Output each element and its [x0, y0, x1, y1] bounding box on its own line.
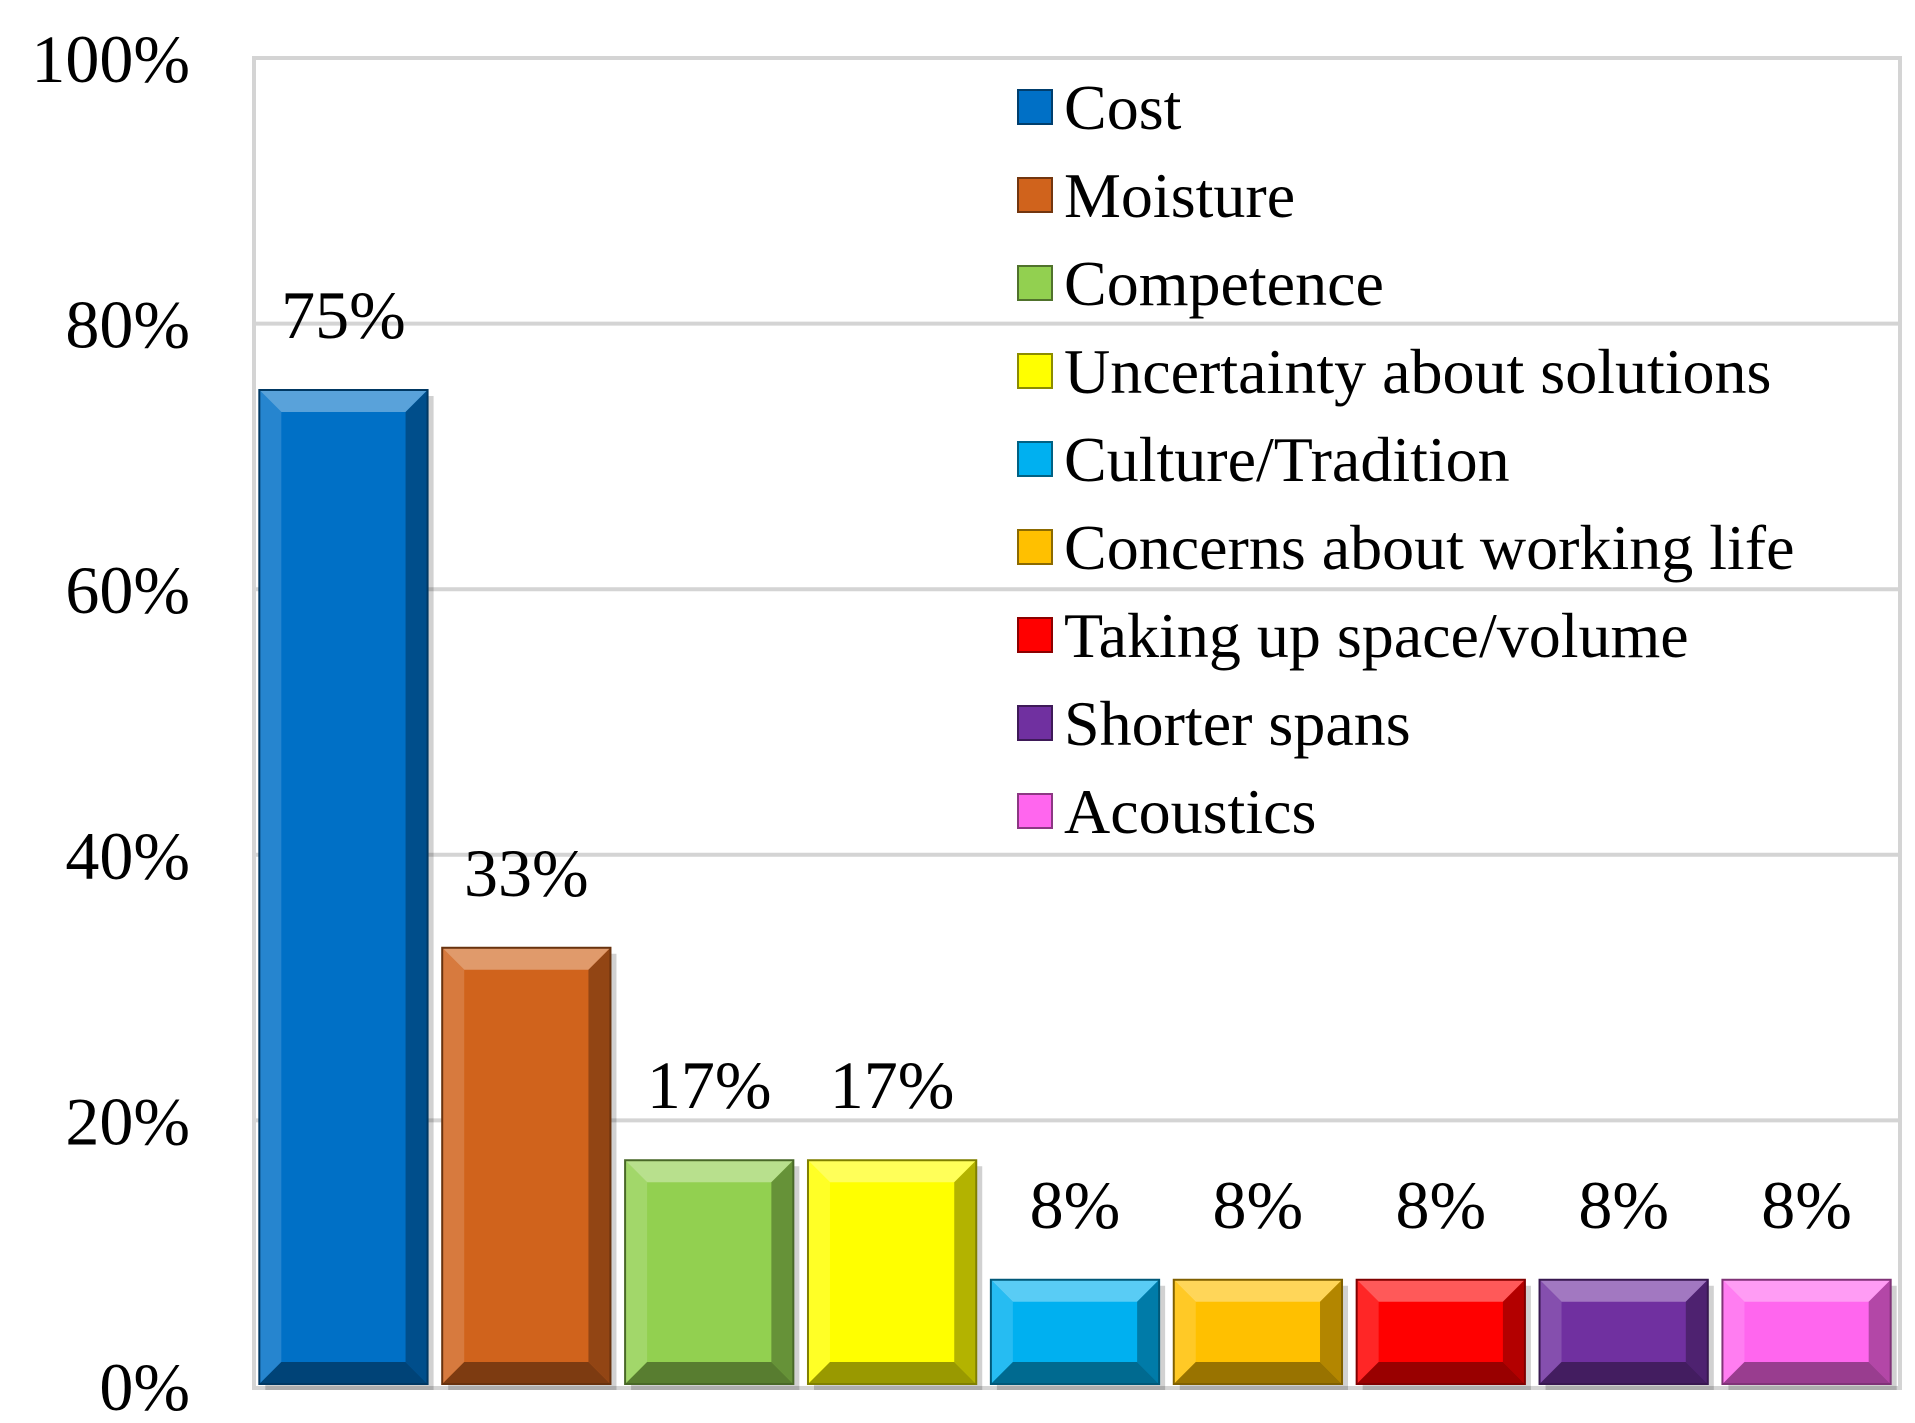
data-labels: 75% 33% 17% 17% 8% 8% 8% 8% 8%	[281, 277, 1852, 1243]
legend-swatch	[1017, 617, 1053, 653]
y-tick-label: 40%	[65, 818, 190, 894]
bar-culture-tradition	[989, 1278, 1166, 1390]
data-label: 33%	[464, 835, 589, 911]
legend-label: Uncertainty about solutions	[1064, 336, 1771, 407]
data-label: 8%	[1213, 1167, 1304, 1243]
bar-uncertainty-about-solutions	[806, 1159, 983, 1390]
legend-swatch	[1017, 265, 1053, 301]
y-tick-label: 20%	[65, 1083, 190, 1159]
legend-item: Culture/Tradition	[1017, 424, 1510, 495]
legend-swatch	[1017, 177, 1053, 213]
bar-taking-up-space-volume	[1355, 1278, 1531, 1390]
legend-item: Cost	[1017, 72, 1182, 143]
bars	[258, 389, 1897, 1390]
legend-swatch	[1017, 529, 1053, 565]
data-label: 8%	[1395, 1167, 1486, 1243]
legend-item: Competence	[1017, 248, 1384, 319]
y-tick-label: 60%	[65, 552, 190, 628]
legend-label: Cost	[1064, 72, 1182, 143]
bar-acoustics	[1721, 1278, 1897, 1390]
y-tick-label: 100%	[31, 21, 190, 97]
legend-label: Concerns about working life	[1064, 512, 1795, 583]
legend-swatch	[1017, 793, 1053, 829]
bar-concerns-about-working-life	[1172, 1278, 1349, 1390]
legend-label: Culture/Tradition	[1064, 424, 1510, 495]
bar-cost	[258, 389, 434, 1390]
data-label: 17%	[830, 1047, 955, 1123]
data-label: 8%	[1578, 1167, 1669, 1243]
legend-swatch	[1017, 441, 1053, 477]
legend-item: Moisture	[1017, 160, 1295, 231]
data-label: 8%	[1030, 1167, 1121, 1243]
bar-competence	[624, 1159, 800, 1390]
legend: Cost Moisture Competence Uncertainty about …	[1017, 72, 1795, 847]
data-label: 75%	[281, 277, 406, 353]
legend-item: Acoustics	[1017, 776, 1316, 847]
legend-item: Taking up space/volume	[1017, 600, 1689, 671]
legend-label: Shorter spans	[1064, 688, 1411, 759]
data-label: 8%	[1761, 1167, 1852, 1243]
legend-item: Uncertainty about solutions	[1017, 336, 1771, 407]
legend-item: Shorter spans	[1017, 688, 1411, 759]
bar-moisture	[441, 946, 617, 1390]
data-label: 17%	[647, 1047, 772, 1123]
legend-label: Competence	[1064, 248, 1384, 319]
legend-label: Acoustics	[1064, 776, 1316, 847]
y-tick-label: 80%	[65, 287, 190, 363]
y-tick-label: 0%	[99, 1349, 190, 1423]
legend-swatch	[1017, 705, 1053, 741]
legend-label: Taking up space/volume	[1064, 600, 1689, 671]
bar-shorter-spans	[1538, 1278, 1714, 1390]
legend-swatch	[1017, 89, 1053, 125]
legend-swatch	[1017, 353, 1053, 389]
legend-label: Moisture	[1064, 160, 1295, 231]
y-axis-tick-labels: 0% 20% 40% 60% 80% 100%	[31, 21, 190, 1423]
legend-item: Concerns about working life	[1017, 512, 1795, 583]
